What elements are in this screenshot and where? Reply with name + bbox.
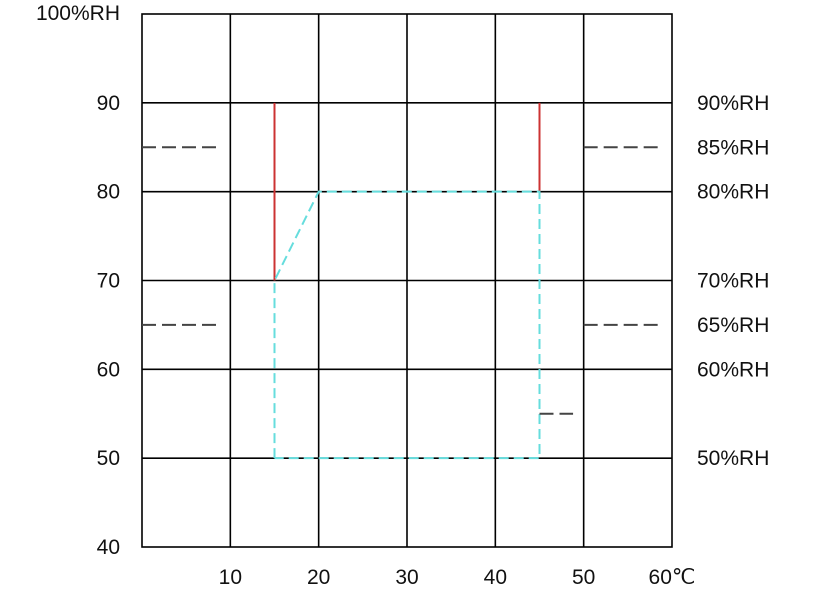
y-tick-label-left: 80 (97, 181, 120, 204)
y-tick-label-left: 70 (97, 270, 120, 293)
y-tick-label-left: 60 (97, 358, 120, 381)
y-tick-label-right: 50%RH (697, 447, 769, 470)
series-layer (142, 102, 659, 460)
x-tick-label: 60℃ (649, 566, 696, 589)
x-tick-label: 40 (484, 566, 507, 589)
y-tick-label-right: 85%RH (697, 136, 769, 159)
tick-labels: 10 20 30 40 50 60℃ 100%RH 90 80 70 60 50 40 90%RH 85%R… (36, 2, 769, 589)
y-tick-label-right: 60%RH (697, 358, 769, 381)
y-tick-label-left: 90 (97, 92, 120, 115)
y-tick-label-left: 100%RH (36, 2, 120, 25)
x-tick-label: 50 (572, 566, 595, 589)
x-tick-label: 10 (219, 566, 242, 589)
x-tick-label: 20 (307, 566, 330, 589)
y-tick-label-right: 90%RH (697, 92, 769, 115)
x-tick-label: 30 (395, 566, 418, 589)
grid (141, 13, 673, 548)
y-tick-label-left: 50 (97, 447, 120, 470)
y-tick-label-left: 40 (97, 536, 120, 559)
y-tick-label-right: 80%RH (697, 181, 769, 204)
y-tick-label-right: 65%RH (697, 314, 769, 337)
y-tick-label-right: 70%RH (697, 270, 769, 293)
